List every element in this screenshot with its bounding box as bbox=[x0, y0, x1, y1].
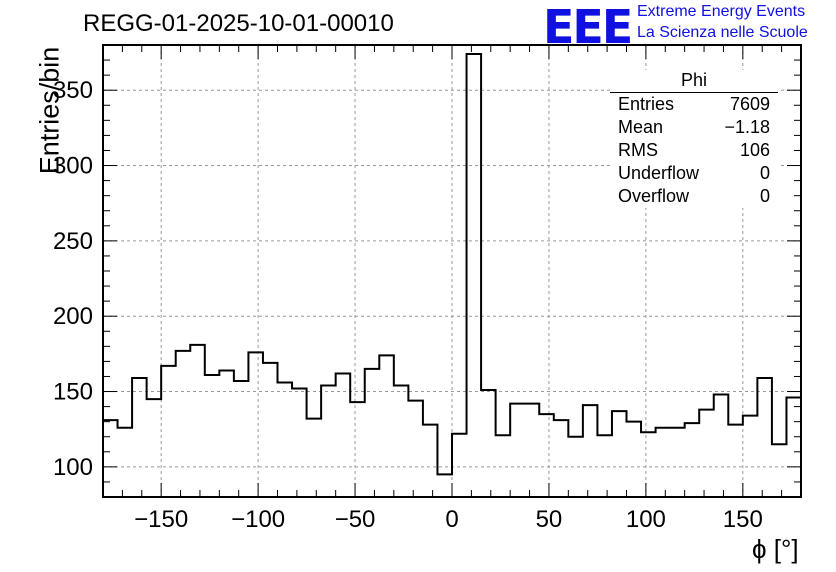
histogram-bin bbox=[685, 423, 700, 497]
plot-frame bbox=[102, 44, 802, 498]
histogram-bin bbox=[496, 435, 511, 497]
x-axis-label: ϕ [°] bbox=[752, 534, 799, 564]
histogram-series-line bbox=[103, 53, 801, 476]
histogram-bin bbox=[408, 401, 423, 497]
x-tick-label: 150 bbox=[723, 506, 763, 533]
stats-value: 0 bbox=[759, 186, 770, 206]
histogram-bin bbox=[670, 428, 685, 497]
histogram-bin bbox=[627, 422, 642, 497]
stats-row-entries: Entries 7609 bbox=[610, 93, 778, 116]
histogram-bin bbox=[568, 437, 583, 497]
y-tick-label: 150 bbox=[53, 379, 93, 406]
histogram-bin bbox=[394, 386, 409, 497]
y-tick-label: 250 bbox=[53, 228, 93, 255]
histogram-bin bbox=[248, 352, 263, 497]
histogram-bin bbox=[699, 410, 714, 497]
histogram-bin bbox=[554, 420, 569, 497]
histogram-bin bbox=[612, 411, 627, 497]
y-tick-label: 350 bbox=[53, 77, 93, 104]
x-tick-label: −150 bbox=[134, 506, 188, 533]
stats-value: 7609 bbox=[729, 94, 770, 114]
histogram-bin bbox=[379, 355, 394, 497]
histogram-bin bbox=[481, 390, 496, 497]
histogram-bin bbox=[321, 386, 336, 497]
x-tick-label: −50 bbox=[335, 506, 376, 533]
y-tick-label: 100 bbox=[53, 454, 93, 481]
histogram-bin bbox=[510, 404, 525, 497]
histogram-bin bbox=[263, 363, 278, 497]
stats-label: Mean bbox=[618, 117, 664, 137]
stats-label: RMS bbox=[618, 140, 658, 160]
histogram-bin bbox=[350, 402, 365, 497]
stats-label: Overflow bbox=[618, 186, 690, 206]
y-tick-label: 300 bbox=[53, 153, 93, 180]
histogram-bin bbox=[423, 425, 438, 497]
stats-row-overflow: Overflow 0 bbox=[610, 185, 778, 208]
histogram-bin bbox=[583, 405, 598, 497]
histogram-bin bbox=[365, 369, 380, 497]
stats-label: Underflow bbox=[618, 163, 700, 183]
y-tick-label: 200 bbox=[53, 303, 93, 330]
histogram-bin bbox=[539, 414, 554, 497]
stats-row-mean: Mean −1.18 bbox=[610, 116, 778, 139]
histogram-bin bbox=[307, 419, 322, 497]
y-axis-label: Entries/bin bbox=[34, 46, 65, 175]
stats-box: Phi Entries 7609 Mean −1.18 RMS 106 Unde… bbox=[610, 70, 778, 208]
histogram-bin bbox=[278, 382, 293, 497]
histogram-bin bbox=[103, 420, 118, 497]
histogram-bin bbox=[205, 375, 220, 497]
histogram-bin bbox=[132, 378, 147, 497]
histogram-bin bbox=[757, 378, 772, 497]
stats-value: 0 bbox=[759, 163, 770, 183]
histogram-bin bbox=[161, 366, 176, 497]
histogram-bin bbox=[176, 351, 191, 497]
histogram-bin bbox=[743, 416, 758, 497]
stats-label: Entries bbox=[618, 94, 675, 114]
histogram-bin bbox=[147, 399, 162, 497]
histogram-bin bbox=[714, 395, 729, 497]
stats-row-underflow: Underflow 0 bbox=[610, 162, 778, 185]
stats-row-rms: RMS 106 bbox=[610, 139, 778, 162]
histogram-bin bbox=[525, 404, 540, 497]
histogram-bin bbox=[597, 435, 612, 497]
logo-caption-line1: Extreme Energy Events bbox=[637, 3, 806, 20]
x-tick-label: 50 bbox=[536, 506, 563, 533]
x-tick-label: 0 bbox=[445, 506, 458, 533]
histogram-bin bbox=[641, 432, 656, 497]
histogram-bin bbox=[292, 389, 307, 497]
histogram-bin bbox=[656, 428, 671, 497]
histogram-bin bbox=[728, 425, 743, 497]
stats-value: 106 bbox=[739, 140, 770, 160]
histogram-bin bbox=[118, 428, 133, 497]
logo-caption-line2: La Scienza nelle Scuole bbox=[637, 24, 808, 41]
histogram-bin bbox=[467, 54, 482, 497]
histogram-bin bbox=[437, 474, 452, 497]
histogram-bin bbox=[190, 345, 205, 497]
x-tick-label: 100 bbox=[626, 506, 666, 533]
histogram-bin bbox=[772, 444, 787, 497]
histogram-bin bbox=[452, 434, 467, 497]
histogram-bin bbox=[219, 370, 234, 497]
histogram-bin bbox=[234, 381, 249, 497]
stats-value: −1.18 bbox=[724, 117, 770, 137]
x-tick-label: −100 bbox=[231, 506, 285, 533]
chart-title: REGG-01-2025-10-01-00010 bbox=[83, 10, 394, 37]
stats-title: Phi bbox=[610, 70, 778, 93]
